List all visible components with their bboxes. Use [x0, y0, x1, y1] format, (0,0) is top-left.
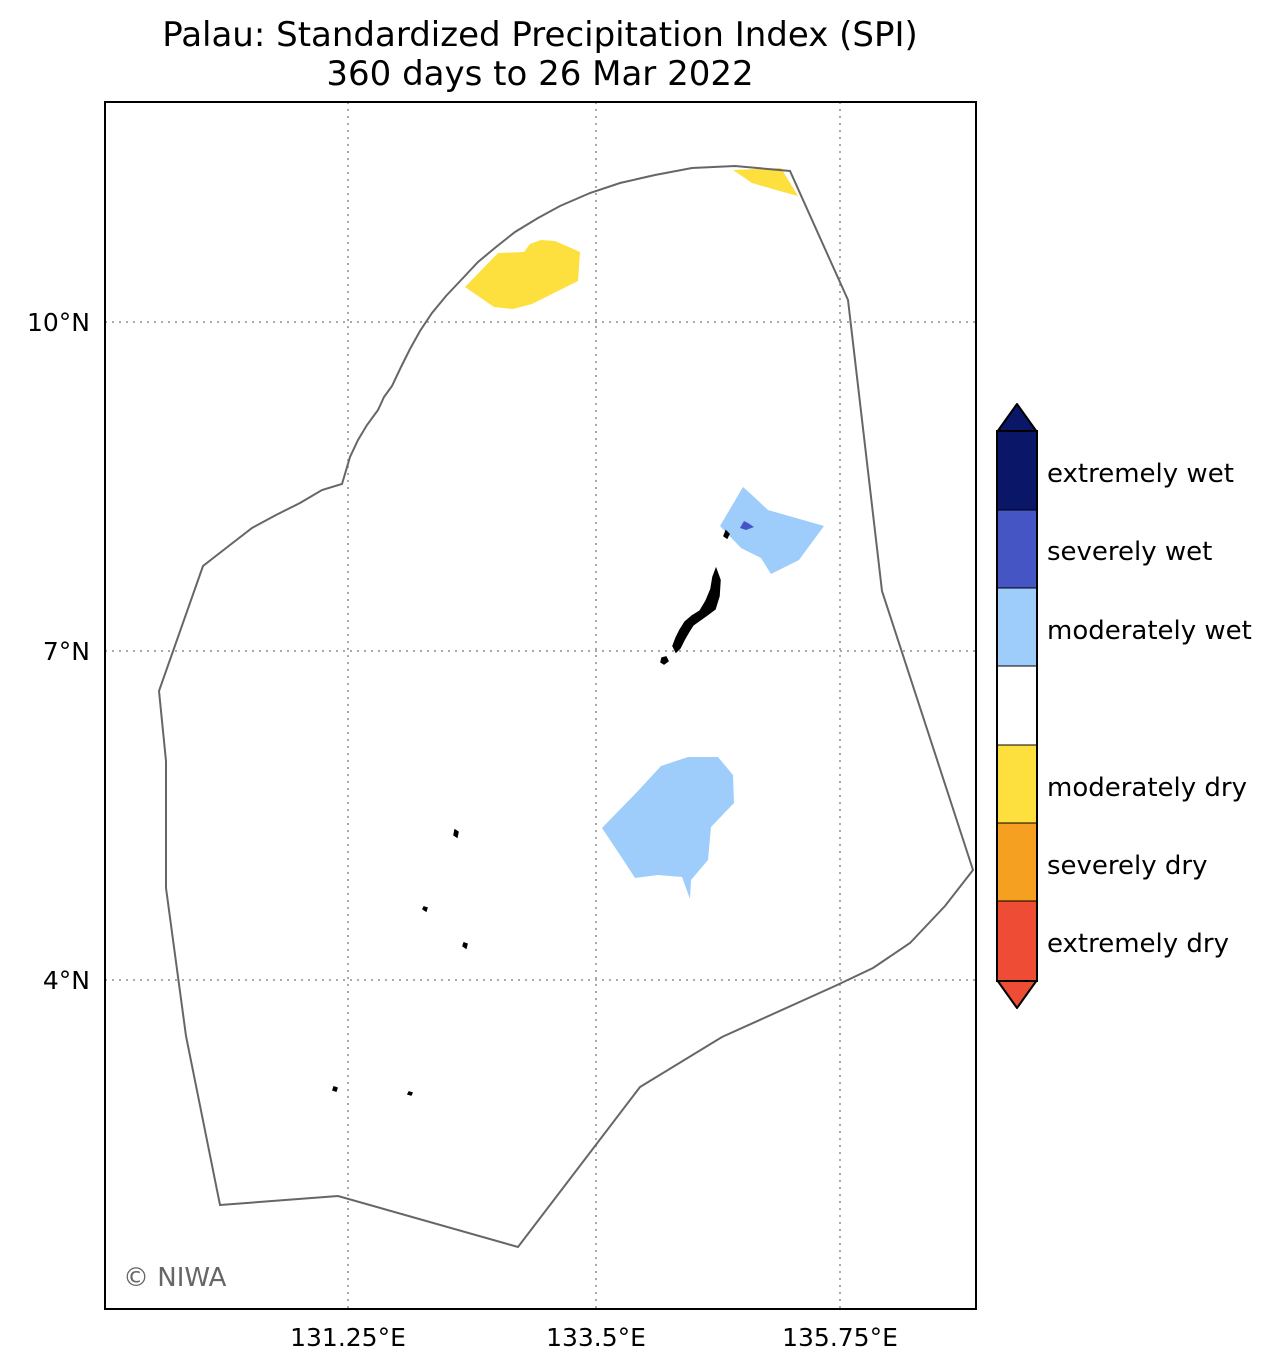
colorbar-segment-extremely-wet [997, 431, 1037, 510]
spi-colorbar: extremely wet severely wet moderately we… [996, 403, 1252, 1009]
lat-label-7n: 7°N [43, 637, 90, 666]
colorbar-segment-moderately-wet [997, 588, 1037, 666]
legend-label-extremely-dry: extremely dry [1047, 929, 1229, 959]
map-title: Palau: Standardized Precipitation Index … [162, 15, 918, 55]
moderately-wet-patch-south [602, 757, 734, 899]
longitude-labels: 131.25°E 133.5°E 135.75°E [290, 1323, 898, 1352]
colorbar-top-extension [996, 403, 1038, 433]
map-subtitle: 360 days to 26 Mar 2022 [326, 54, 753, 94]
colorbar-bottom-extension [996, 979, 1038, 1009]
lat-label-10n: 10°N [27, 308, 90, 337]
niwa-credit: © NIWA [123, 1263, 227, 1293]
islands [332, 529, 730, 1096]
legend-label-extremely-wet: extremely wet [1047, 459, 1234, 489]
island-angaur [660, 656, 669, 665]
colorbar-segment-severely-wet [997, 510, 1037, 588]
severely-wet-patch-east [740, 521, 754, 530]
latitude-labels: 10°N 7°N 4°N [27, 308, 90, 995]
island-merir [462, 942, 468, 950]
island-babeldaob [672, 566, 721, 654]
lon-label-133-5e: 133.5°E [546, 1323, 646, 1352]
spi-patches [465, 168, 824, 899]
moderately-wet-patch-east [720, 487, 824, 574]
colorbar-segment-moderately-dry [997, 745, 1037, 823]
colorbar-segment-extremely-dry [997, 901, 1037, 981]
island-sonsorol [453, 828, 459, 839]
legend-label-moderately-dry: moderately dry [1047, 773, 1247, 803]
island-pulo-anna [422, 906, 428, 913]
map-background [105, 102, 976, 1309]
map-panel: © NIWA [104, 101, 977, 1310]
colorbar-dividers [997, 509, 1037, 902]
island-kayangel [723, 529, 730, 540]
island-helen-reef [332, 1086, 338, 1092]
legend-label-severely-wet: severely wet [1047, 537, 1212, 567]
colorbar-outline [996, 430, 1038, 982]
gridlines [105, 102, 976, 1309]
legend-label-moderately-wet: moderately wet [1047, 616, 1252, 646]
colorbar-segment-severely-dry [997, 823, 1037, 901]
eez-boundary-line [157, 164, 975, 1249]
map-frame [104, 101, 977, 1310]
lat-label-4n: 4°N [43, 966, 90, 995]
moderately-dry-patch-north-west [465, 240, 580, 309]
legend-label-severely-dry: severely dry [1047, 851, 1208, 881]
lon-label-135-75e: 135.75°E [782, 1323, 898, 1352]
island-tobi [406, 1091, 414, 1096]
moderately-dry-patch-north-tip [733, 168, 798, 196]
colorbar-segment-near-normal [997, 666, 1037, 745]
lon-label-131-25e: 131.25°E [290, 1323, 406, 1352]
